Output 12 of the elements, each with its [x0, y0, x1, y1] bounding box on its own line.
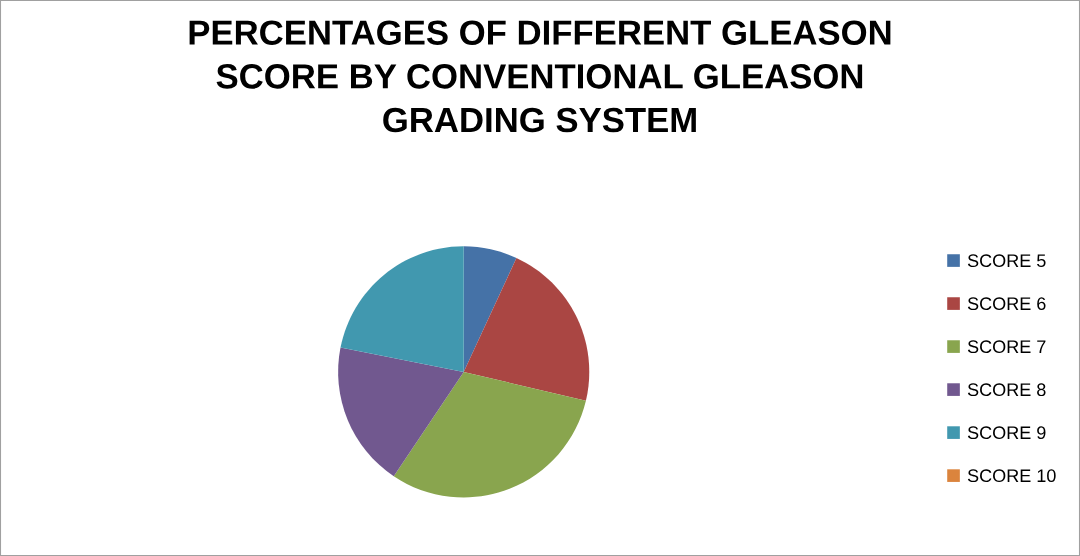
- legend-label: SCORE 6: [967, 297, 1046, 311]
- pie-slice: [340, 246, 464, 372]
- pie-slice: [463, 246, 517, 372]
- legend-label: SCORE 9: [967, 426, 1046, 440]
- legend-label: SCORE 5: [967, 254, 1046, 268]
- pie-slice: [393, 371, 586, 498]
- legend-label: SCORE 8: [967, 383, 1046, 397]
- legend-label: SCORE 10: [967, 469, 1056, 483]
- legend-label: SCORE 7: [967, 340, 1046, 354]
- pie-slice: [338, 347, 464, 477]
- pie-slice: [463, 257, 590, 401]
- chart-title: PERCENTAGES OF DIFFERENT GLEASON SCORE BY CONVENTIONAL GLEASON GRADING SYSTEM: [189, 20, 891, 133]
